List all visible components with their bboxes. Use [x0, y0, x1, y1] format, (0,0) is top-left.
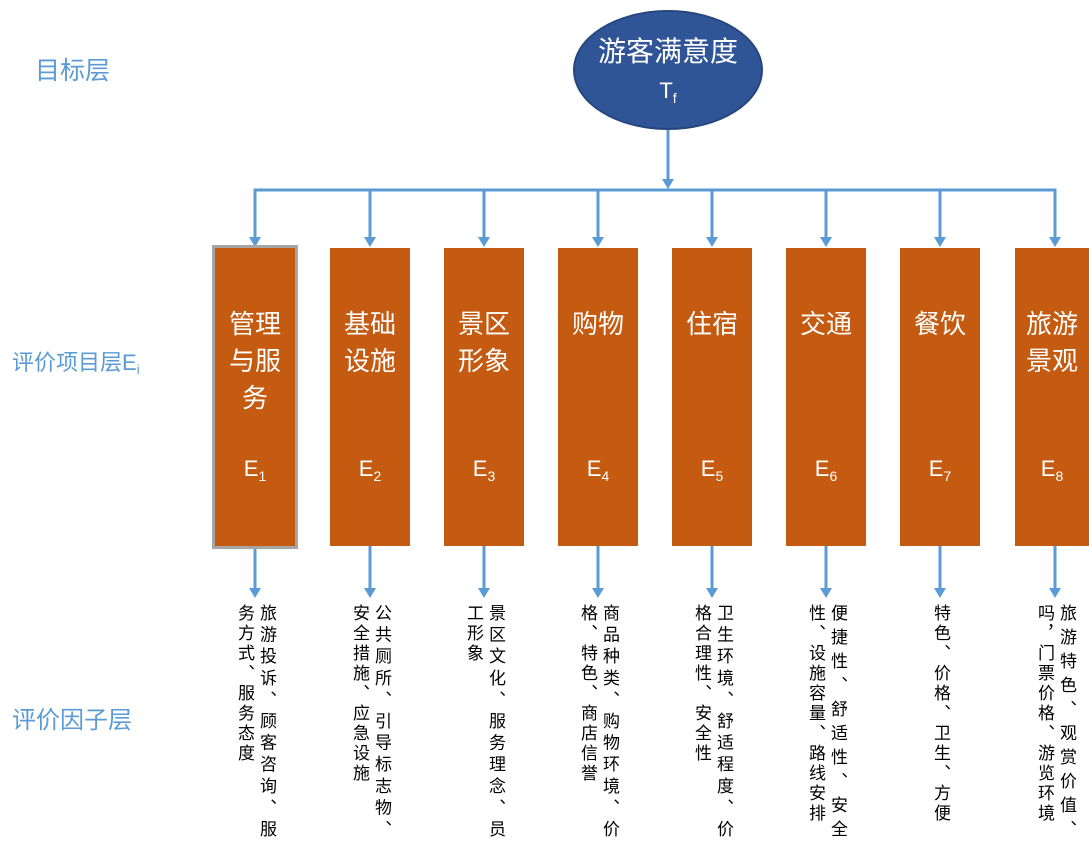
item-code-main: E	[814, 456, 830, 481]
target-node-symbol-main: T	[659, 78, 673, 103]
target-layer-label: 目标层	[35, 57, 111, 85]
item-code: E7	[900, 455, 980, 483]
item-title: 管理与服务	[228, 309, 281, 413]
item-layer-label-text: 评价项目层	[12, 350, 123, 375]
factor-text-1: 旅游投诉、顾客咨询、服 务方式、服务态度	[233, 604, 277, 840]
factor-text-3: 景区文化、服务理念、员 工形象	[462, 604, 506, 840]
item-code-main: E	[358, 456, 374, 481]
factor-layer-label: 评价因子层	[12, 707, 132, 734]
factor-line: 便捷性、舒适性、安全	[828, 604, 847, 840]
factor-line: 商品种类、购物环境、价	[600, 604, 619, 840]
target-node-symbol-subscript: f	[672, 90, 677, 106]
item-code-subscript: 6	[829, 468, 838, 484]
item-layer-label: 评价项目层Ei	[12, 350, 140, 376]
item-code: E1	[215, 455, 295, 483]
factor-line: 格合理性、安全性	[692, 604, 711, 764]
item-title: 餐饮	[913, 309, 966, 339]
factor-text-2: 公共厕所、引导标志物、 安全措施、应急设施	[348, 604, 392, 840]
item-title: 交通	[799, 309, 852, 339]
item-layer-symbol: E	[122, 350, 137, 375]
item-box-6: 交通 E6	[786, 248, 866, 546]
item-code: E6	[786, 455, 866, 483]
factor-line: 吗，门票价格、游览环境	[1035, 604, 1054, 824]
item-code: E8	[1015, 455, 1089, 483]
item-code-main: E	[1040, 456, 1056, 481]
item-title: 旅游景观	[1025, 309, 1078, 376]
factor-line: 特色、价格、卫生、方便	[931, 604, 950, 824]
item-code-main: E	[586, 456, 602, 481]
item-code-subscript: 3	[487, 468, 496, 484]
item-code-subscript: 1	[258, 468, 267, 484]
target-node-symbol: Tf	[659, 76, 676, 106]
item-code-subscript: 2	[373, 468, 382, 484]
item-box-1: 管理与服务 E1	[215, 248, 295, 546]
item-code-subscript: 8	[1055, 468, 1064, 484]
item-box-4: 购物 E4	[558, 248, 638, 546]
item-box-2: 基础设施 E2	[330, 248, 410, 546]
item-title: 基础设施	[343, 309, 396, 376]
item-title: 购物	[571, 309, 624, 339]
factor-line: 公共厕所、引导标志物、	[372, 604, 391, 840]
factor-line: 安全措施、应急设施	[350, 604, 369, 784]
target-node-title: 游客满意度	[597, 36, 738, 67]
item-code: E3	[444, 455, 524, 483]
factor-line: 性、设施容量、路线安排	[806, 604, 825, 824]
connector-group	[249, 130, 1061, 598]
factor-line: 务方式、服务态度	[235, 604, 254, 764]
factor-text-5: 卫生环境、舒适程度、价 格合理性、安全性	[690, 604, 734, 840]
factor-line: 旅游投诉、顾客咨询、服	[257, 604, 276, 840]
item-layer-symbol-subscript: i	[136, 362, 140, 377]
item-code-main: E	[700, 456, 716, 481]
item-code-main: E	[243, 456, 259, 481]
factor-line: 卫生环境、舒适程度、价	[714, 604, 733, 840]
item-box-7: 餐饮 E7	[900, 248, 980, 546]
item-code-subscript: 5	[715, 468, 724, 484]
factor-text-7: 特色、价格、卫生、方便	[929, 604, 951, 840]
factor-line: 景区文化、服务理念、员	[486, 604, 505, 840]
item-code: E2	[330, 455, 410, 483]
item-box-3: 景区形象 E3	[444, 248, 524, 546]
item-box-8: 旅游景观 E8	[1015, 248, 1089, 546]
item-code-main: E	[472, 456, 488, 481]
factor-line: 格、特色、商店信誉	[578, 604, 597, 784]
item-code: E5	[672, 455, 752, 483]
item-title: 住宿	[685, 309, 738, 339]
target-node: 游客满意度 Tf	[573, 10, 763, 130]
item-code-subscript: 7	[943, 468, 952, 484]
item-code-main: E	[928, 456, 944, 481]
item-title: 景区形象	[457, 309, 510, 376]
factor-text-8: 旅游特色、观赏价值、 吗，门票价格、游览环境	[1033, 604, 1077, 840]
item-box-5: 住宿 E5	[672, 248, 752, 546]
factor-line: 旅游特色、观赏价值、	[1057, 604, 1076, 840]
item-code-subscript: 4	[601, 468, 610, 484]
factor-text-6: 便捷性、舒适性、安全 性、设施容量、路线安排	[804, 604, 848, 840]
factor-line: 工形象	[464, 604, 483, 664]
factor-text-4: 商品种类、购物环境、价 格、特色、商店信誉	[576, 604, 620, 840]
item-code: E4	[558, 455, 638, 483]
